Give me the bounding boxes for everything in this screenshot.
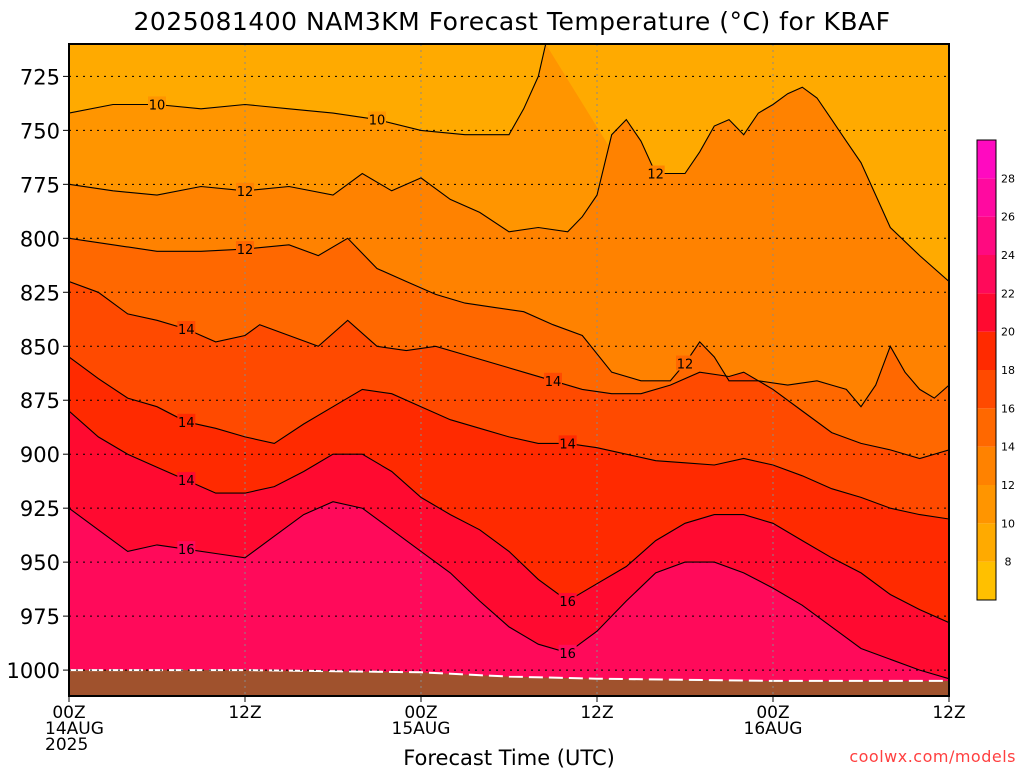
isotherm-label-bg: [236, 182, 254, 198]
isotherm-20: [69, 410, 949, 624]
y-tick-label: 975: [20, 605, 60, 629]
colorbar-bin: [977, 408, 996, 447]
colorbar-tick-label: 20: [1001, 326, 1015, 339]
isotherm-18: [69, 356, 949, 520]
isotherm-label: 14: [178, 323, 195, 338]
x-tick-label: 15AUG: [392, 719, 451, 739]
y-tick-label: 825: [20, 281, 60, 305]
isotherm-label-bg: [544, 372, 562, 388]
gridlines: [69, 44, 949, 696]
colorbar-tick-label: 18: [1001, 364, 1015, 377]
colorbar-tick-label: 28: [1001, 172, 1015, 185]
colorbar-bin: [977, 255, 996, 294]
x-tick-label: 00Z: [404, 703, 437, 723]
y-axis-ticks: 725 750 775 800 825 850 875 900 925 950 975 1000: [7, 65, 69, 683]
x-tick-label: 2025: [45, 735, 88, 755]
isotherm-label: 10: [149, 98, 166, 113]
y-tick-label: 900: [20, 443, 60, 467]
y-tick-label: 800: [20, 227, 60, 251]
isotherm-label: 12: [647, 168, 664, 183]
isotherm-label-bg: [676, 355, 694, 371]
x-tick-label: 00Z: [52, 703, 85, 723]
isotherm-label-bg: [177, 472, 196, 488]
y-tick-label: 875: [20, 389, 60, 413]
isotherm-12: [69, 86, 949, 282]
colorbar-bin: [977, 370, 996, 409]
isotherm-16: [69, 280, 949, 460]
isotherm-label: 14: [178, 474, 195, 489]
colorbar-bin: [977, 485, 996, 524]
isotherm-label: 16: [559, 595, 576, 610]
isotherm-label-bg: [558, 644, 577, 660]
colorbar-bin: [977, 178, 996, 217]
colorbar-tick-label: 16: [1001, 402, 1015, 415]
isotherm-label: 10: [369, 114, 386, 129]
isotherm-label: 12: [237, 243, 254, 258]
isotherm-label-bg: [148, 96, 166, 112]
isotherm-label: 12: [677, 358, 694, 373]
isotherm-22: [69, 501, 949, 680]
isotherm-label: 12: [237, 185, 254, 200]
x-axis-label: Forecast Time (UTC): [403, 746, 615, 768]
y-tick-label: 950: [20, 551, 60, 575]
colorbar-frame: [976, 139, 997, 601]
x-tick-label: 14AUG: [45, 719, 104, 739]
isotherm-labels: 10 10 12 12 12 12 14 14 14 14 14 16 16 16: [148, 96, 694, 662]
y-tick-label: 750: [20, 119, 60, 143]
colorbar-bin: [977, 140, 996, 179]
y-tick-label: 775: [20, 173, 60, 197]
isotherm-label-bg: [177, 541, 196, 557]
isotherm-label-bg: [558, 593, 577, 609]
isotherm-label: 14: [178, 416, 195, 431]
x-tick-label: 00Z: [756, 703, 789, 723]
colorbar: 8 10 12 14 16 18 20 22 24 26 28: [976, 139, 1015, 601]
chart-title: 2025081400 NAM3KM Forecast Temperature (…: [134, 7, 891, 36]
colorbar-tick-label: 10: [1001, 517, 1015, 530]
isotherm-label-bg: [177, 320, 196, 336]
credit-link[interactable]: coolwx.com/models: [849, 747, 1016, 766]
x-tick-label: 12Z: [580, 703, 613, 723]
isotherm-label-bg: [558, 435, 577, 451]
isotherm-14: [69, 237, 949, 408]
colorbar-tick-label: 22: [1001, 287, 1015, 300]
colorbar-bin: [977, 216, 996, 255]
colorbar-tick-label: 26: [1001, 211, 1015, 224]
isotherm-label-bg: [368, 111, 386, 127]
colorbar-tick-label: 24: [1001, 249, 1015, 262]
plot-area: 10 10 12 12 12 12 14 14 14 14 14 16 16 16: [69, 44, 949, 696]
colorbar-bin: [977, 293, 996, 332]
colorbar-bin: [977, 523, 996, 562]
y-tick-label: 925: [20, 497, 60, 521]
plot-frame: [68, 43, 950, 697]
colorbar-tick-label: 12: [1001, 479, 1015, 492]
isotherm-label-bg: [177, 413, 196, 429]
colorbar-bin: [977, 331, 996, 370]
y-tick-label: 850: [20, 335, 60, 359]
y-tick-label: 1000: [7, 659, 60, 683]
colorbar-bin: [977, 446, 996, 485]
isotherm-label-bg: [236, 241, 254, 257]
colorbar-bin: [977, 561, 996, 600]
isotherm-label: 14: [545, 375, 562, 390]
y-tick-label: 725: [20, 65, 60, 89]
temperature-bands: [69, 44, 949, 696]
x-tick-label: 12Z: [228, 703, 261, 723]
ground-fill: [69, 670, 949, 696]
x-tick-label: 16AUG: [744, 719, 803, 739]
isotherm-label: 14: [559, 437, 576, 452]
band-above-22: [69, 501, 949, 696]
x-tick-label: 12Z: [932, 703, 965, 723]
colorbar-tick-label: 8: [1005, 556, 1012, 569]
isotherm-label-bg: [646, 165, 665, 181]
isotherm-label: 16: [559, 647, 576, 662]
isotherm-label: 16: [178, 543, 195, 558]
colorbar-tick-label: 14: [1001, 441, 1015, 454]
